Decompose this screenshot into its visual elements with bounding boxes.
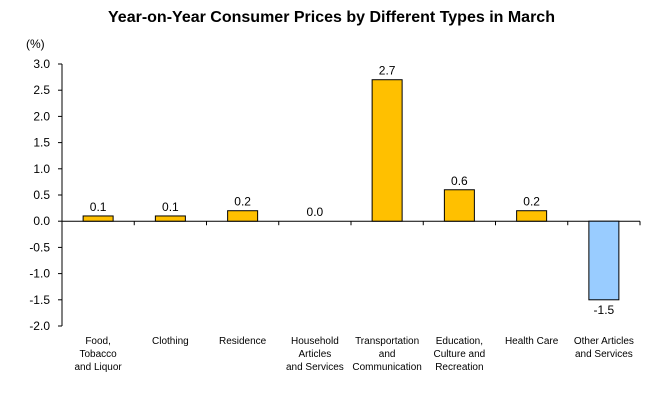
data-label: 0.2 [523, 195, 540, 209]
y-tick-label: 0.0 [33, 214, 50, 228]
y-tick-label: -2.0 [29, 319, 50, 333]
category-label: Health Care [505, 336, 559, 347]
chart-title: Year-on-Year Consumer Prices by Differen… [108, 9, 555, 26]
category-label: Residence [219, 336, 267, 347]
y-tick-label: 1.0 [33, 162, 50, 176]
category-label: Transportation and Communication [352, 336, 421, 373]
bar [82, 215, 114, 222]
bar [588, 220, 620, 301]
data-label: 0.6 [451, 174, 468, 188]
category-label: Household Articles and Services [286, 336, 344, 373]
y-tick-label: -1.5 [29, 293, 50, 307]
bar [227, 210, 259, 222]
y-axis-unit-label: (%) [26, 37, 45, 51]
data-label: 0.2 [234, 195, 251, 209]
category-label: Education, Culture and Recreation [434, 336, 486, 373]
y-tick-label: 2.0 [33, 109, 50, 123]
y-tick-label: 1.5 [33, 136, 50, 150]
y-tick-label: -0.5 [29, 240, 50, 254]
data-labels: 0.1 0.1 0.2 0.0 2.7 0.6 0.2 -1.5 [90, 64, 615, 317]
bar [443, 189, 475, 222]
y-tick-label: 2.5 [33, 83, 50, 97]
y-tick-label: 0.5 [33, 188, 50, 202]
data-label: 0.0 [307, 205, 324, 219]
data-label: -1.5 [594, 303, 615, 317]
data-label: 0.1 [162, 200, 179, 214]
bar-series [82, 79, 620, 301]
y-axis-ticks: 3.0 2.5 2.0 1.5 1.0 0.5 0.0 -0.5 -1.0 -1.5 -2.0 [29, 57, 62, 333]
category-label: Other Articles and Services [574, 336, 634, 360]
y-tick-label: -1.0 [29, 267, 50, 281]
category-label: Food, Tobacco and Liquor [74, 336, 122, 373]
data-label: 0.1 [90, 200, 107, 214]
bar [154, 215, 186, 222]
bar [371, 79, 403, 222]
category-label: Clothing [152, 336, 189, 347]
data-label: 2.7 [379, 64, 396, 78]
bar [516, 210, 548, 222]
chart-axes [61, 64, 641, 326]
y-tick-label: 3.0 [33, 57, 50, 71]
category-labels: Food, Tobacco and Liquor Clothing Residence H… [74, 336, 633, 373]
